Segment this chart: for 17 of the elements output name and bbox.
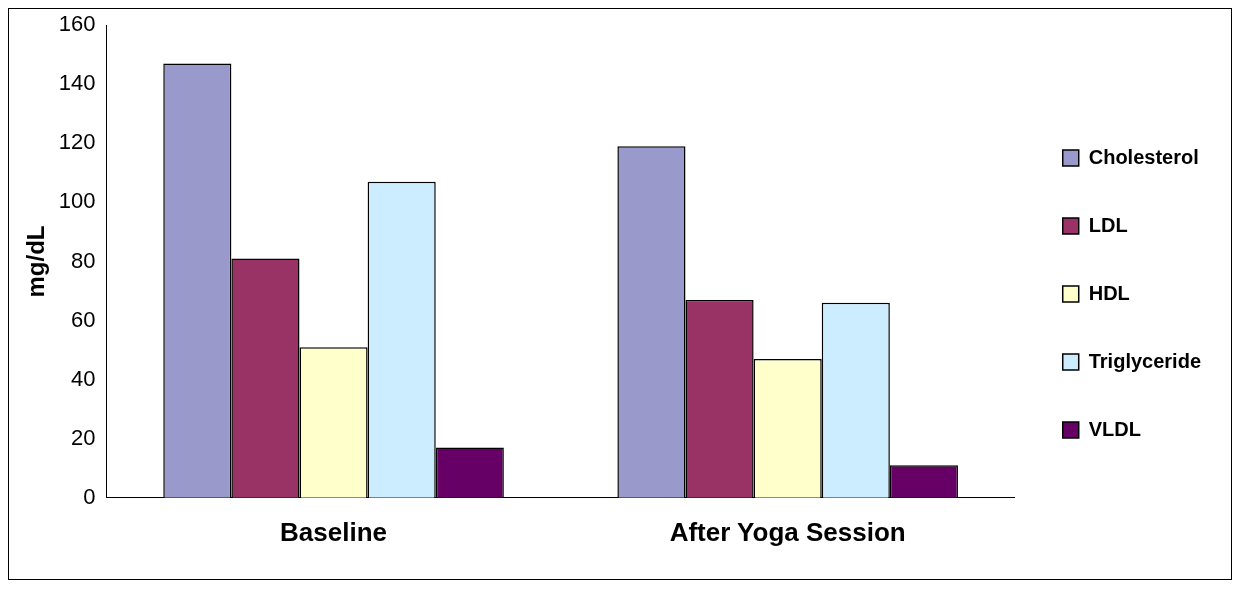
y-tick-label: 20 — [71, 424, 96, 450]
y-tick-label: 140 — [58, 70, 96, 96]
y-tick-label: 160 — [58, 11, 96, 37]
y-axis-title: mg/dL — [22, 225, 50, 298]
legend-label: Triglyceride — [1088, 349, 1202, 372]
y-tick-label: 0 — [83, 483, 96, 509]
legend-label: HDL — [1088, 281, 1130, 304]
y-tick-label: 60 — [71, 306, 96, 332]
y-tick-label: 120 — [58, 129, 96, 155]
x-tick-label: After Yoga Session — [669, 516, 906, 547]
legend-label: Cholesterol — [1088, 145, 1199, 168]
legend-label: LDL — [1088, 213, 1128, 236]
y-tick-label: 40 — [71, 365, 96, 391]
y-tick-label: 80 — [71, 247, 96, 273]
y-tick-label: 100 — [58, 188, 96, 214]
x-tick-label: Baseline — [280, 516, 388, 547]
legend-label: VLDL — [1088, 417, 1141, 440]
